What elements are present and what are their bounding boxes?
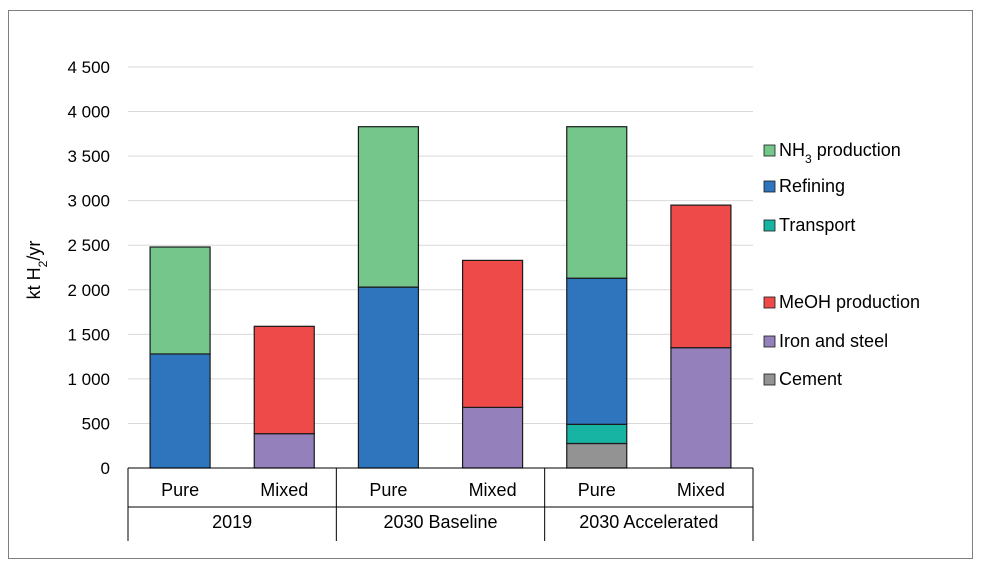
bar-segment-meoh-production xyxy=(253,325,315,435)
axes xyxy=(127,467,754,541)
bar-segment-iron-and-steel xyxy=(253,433,315,469)
bar-segment-iron-and-steel xyxy=(461,406,524,469)
y-axis-label: kt H2/yr xyxy=(24,241,50,300)
legend-label: NH3 production xyxy=(779,140,901,166)
bar-segment-refining xyxy=(357,286,420,469)
bar-segment-meoh-production xyxy=(670,204,732,349)
bar-segment-cement xyxy=(566,442,628,469)
y-axis-label-main: kt H xyxy=(24,267,44,299)
x-category-label: Pure xyxy=(369,480,407,500)
x-group-label: 2030 Accelerated xyxy=(579,512,718,532)
y-tick-label: 3 000 xyxy=(67,192,110,211)
y-axis-label-sub: 2 xyxy=(36,260,50,267)
legend: NH3 production Refining Transport MeOH prod… xyxy=(763,140,920,389)
x-category-label: Pure xyxy=(578,480,616,500)
legend-label: Cement xyxy=(779,369,842,389)
x-group-label: 2019 xyxy=(212,512,252,532)
y-tick-label: 3 500 xyxy=(67,147,110,166)
legend-label: MeOH production xyxy=(779,292,920,312)
bar-segment-refining xyxy=(566,277,628,425)
x-category-label: Mixed xyxy=(260,480,308,500)
legend-swatch xyxy=(763,335,776,348)
x-category-label: Mixed xyxy=(677,480,725,500)
bar-segment-nh3-production xyxy=(149,246,211,355)
y-tick-label: 1 500 xyxy=(67,325,110,344)
legend-swatch xyxy=(763,180,776,193)
bar-segment-nh3-production xyxy=(357,126,420,288)
legend-swatch xyxy=(763,219,776,232)
bars xyxy=(149,126,732,469)
y-axis-label-unit: /yr xyxy=(24,241,44,261)
bar-segment-iron-and-steel xyxy=(670,347,732,469)
chart-frame xyxy=(8,10,973,559)
x-category-labels: Pure Mixed Pure Mixed Pure Mixed 2019 2030 Base… xyxy=(161,480,725,532)
legend-swatch xyxy=(763,373,776,386)
y-tick-label: 1 000 xyxy=(67,370,110,389)
legend-swatch xyxy=(763,144,776,157)
y-tick-label: 2 500 xyxy=(67,236,110,255)
bar-segment-transport xyxy=(566,423,628,445)
legend-label: Refining xyxy=(779,176,845,196)
bar-segment-meoh-production xyxy=(461,259,524,409)
x-category-label: Mixed xyxy=(469,480,517,500)
legend-label: Iron and steel xyxy=(779,331,888,351)
gridlines xyxy=(128,66,753,424)
legend-swatch xyxy=(763,296,776,309)
y-tick-label: 2 000 xyxy=(67,281,110,300)
legend-label: Transport xyxy=(779,215,855,235)
y-tick-label: 0 xyxy=(101,459,110,478)
bar-segment-nh3-production xyxy=(566,126,628,279)
x-category-label: Pure xyxy=(161,480,199,500)
bar-segment-refining xyxy=(149,353,211,469)
y-tick-label: 4 500 xyxy=(67,58,110,77)
y-tick-label: 4 000 xyxy=(67,103,110,122)
y-tick-labels: 0 500 1 000 1 500 2 000 2 500 3 000 3 500 4 000 4… xyxy=(67,58,110,478)
y-tick-label: 500 xyxy=(82,414,110,433)
x-group-label: 2030 Baseline xyxy=(383,512,497,532)
